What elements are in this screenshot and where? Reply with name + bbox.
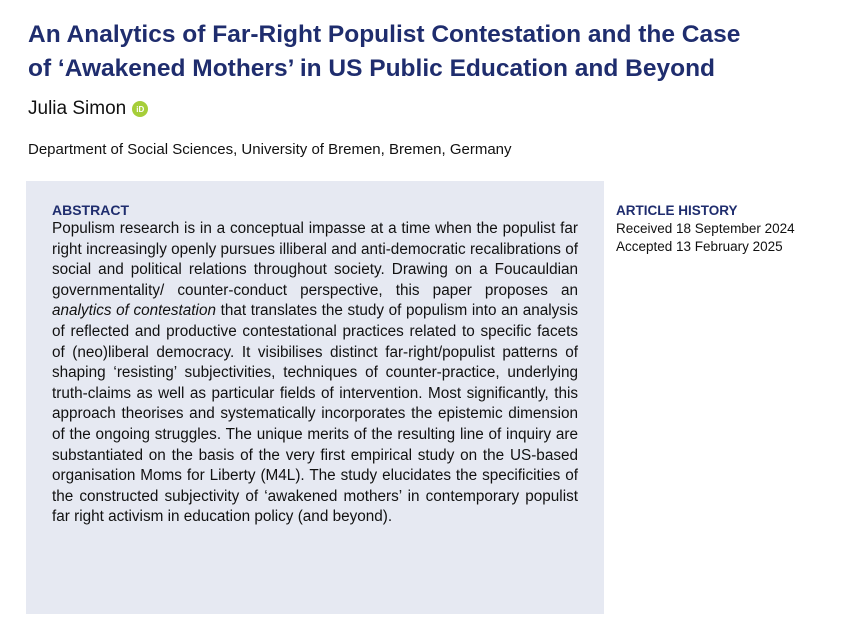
received-date: Received 18 September 2024 bbox=[616, 221, 795, 236]
abstract-text: Populism research is in a conceptual imp… bbox=[52, 219, 578, 528]
abstract-box bbox=[26, 181, 604, 614]
article-history: ARTICLE HISTORY Received 18 September 20… bbox=[616, 202, 795, 256]
author-row: Julia Simon iD bbox=[28, 98, 149, 120]
author: Julia Simon bbox=[28, 98, 127, 119]
orcid-icon[interactable]: iD bbox=[132, 101, 149, 117]
abstract-text-part: that translates the study of populism in… bbox=[52, 302, 579, 526]
title-line: of ‘Awakened Mothers’ in US Public Educa… bbox=[28, 55, 716, 82]
abstract-emphasis: analytics of contestation bbox=[52, 302, 216, 320]
abstract-heading: ABSTRACT bbox=[52, 202, 129, 218]
article-title: An Analytics of Far-Right Populist Conte… bbox=[28, 18, 740, 86]
accepted-date: Accepted 13 February 2025 bbox=[616, 239, 783, 254]
history-heading: ARTICLE HISTORY bbox=[616, 203, 738, 218]
title-line: An Analytics of Far-Right Populist Conte… bbox=[28, 21, 741, 48]
abstract-text-part: Populism research is in a conceptual imp… bbox=[52, 220, 578, 299]
affiliation: Department of Social Sciences, Universit… bbox=[28, 141, 512, 158]
